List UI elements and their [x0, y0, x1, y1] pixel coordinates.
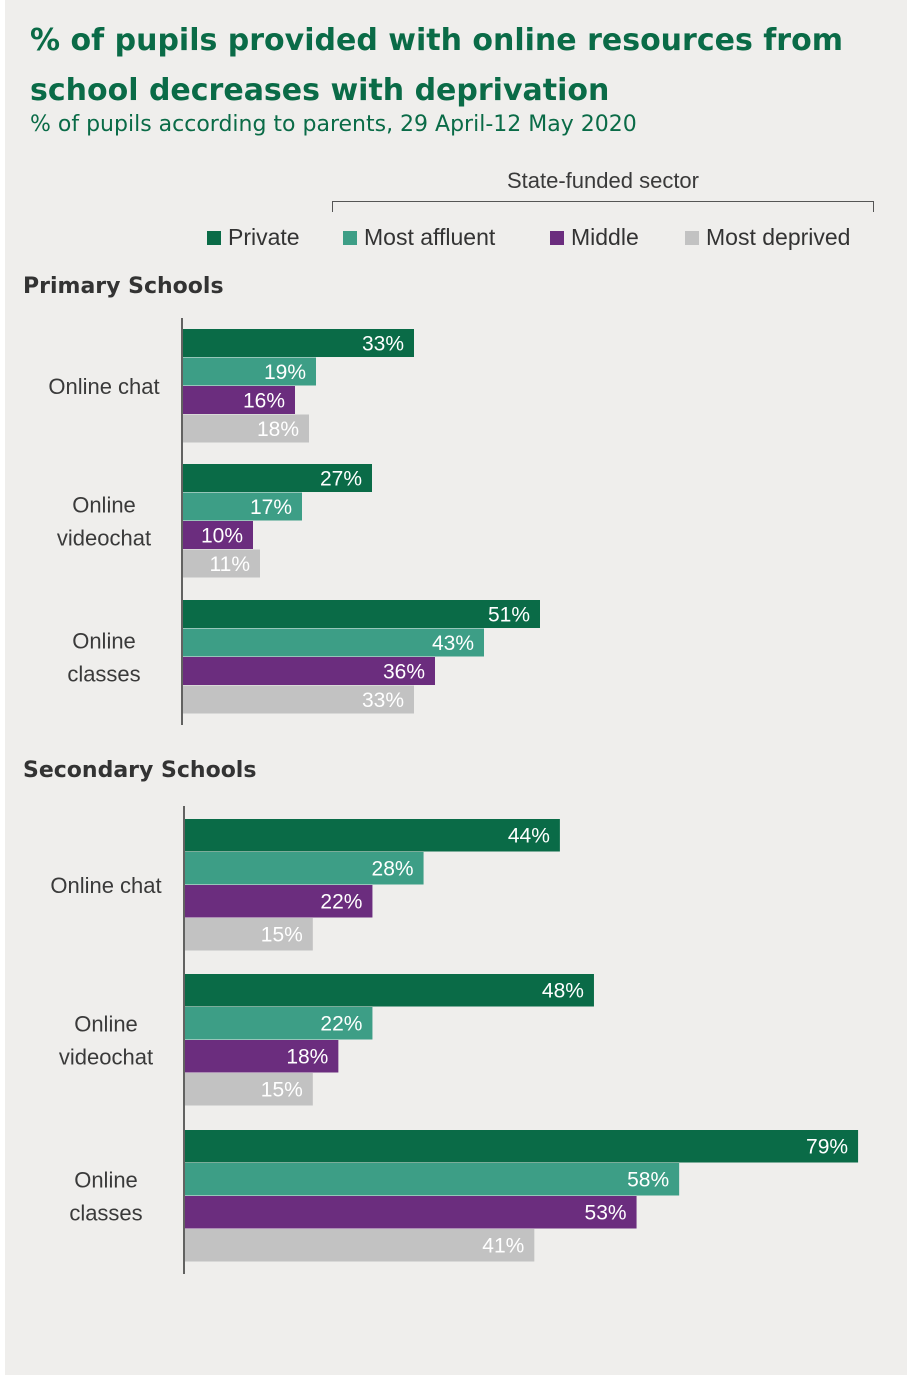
primary-bar-online-classes-middle — [183, 657, 435, 685]
secondary-bar-online-chat-middle — [185, 885, 373, 918]
primary-bar-online-classes-most-affluent — [183, 628, 484, 657]
secondary-bar-online-chat-private — [185, 819, 560, 852]
secondary-bar-online-videochat-middle — [185, 1040, 339, 1073]
secondary-bar-online-classes-middle — [185, 1196, 637, 1229]
primary-value-label-online-videochat-most-affluent: 17% — [250, 496, 292, 519]
secondary-bar-online-chat-most-deprived — [185, 918, 313, 951]
primary-value-label-online-chat-most-affluent: 19% — [264, 361, 306, 384]
primary-bar-online-videochat-most-deprived — [183, 549, 260, 578]
secondary-value-label-online-classes-middle: 53% — [585, 1202, 627, 1225]
primary-bar-online-classes-most-deprived — [183, 685, 414, 714]
secondary-section-title: Secondary Schools — [23, 758, 257, 783]
primary-bar-online-videochat-middle — [183, 521, 253, 549]
primary-value-label-online-classes-private: 51% — [488, 603, 530, 626]
primary-value-label-online-videochat-most-deprived: 11% — [210, 553, 250, 576]
secondary-bar-online-classes-most-affluent — [185, 1163, 680, 1196]
primary-bar-online-classes-private — [183, 600, 540, 628]
primary-section-title: Primary Schools — [23, 274, 224, 299]
primary-value-label-online-videochat-middle: 10% — [201, 524, 243, 547]
legend-label-private: Private — [228, 224, 300, 250]
secondary-value-label-online-chat-middle: 22% — [320, 891, 362, 914]
legend-label-most-affluent: Most affluent — [364, 224, 496, 250]
secondary-category-label-online-videochat: Online videochat — [59, 1012, 153, 1070]
legend-item-most-deprived: Most deprived — [685, 224, 850, 251]
primary-bar-online-chat-most-deprived — [183, 414, 309, 443]
secondary-value-label-online-videochat-most-affluent: 22% — [320, 1013, 362, 1036]
secondary-value-label-online-chat-most-affluent: 28% — [372, 858, 414, 881]
secondary-bar-online-videochat-most-affluent — [185, 1007, 373, 1040]
primary-bar-online-chat-middle — [183, 386, 295, 414]
secondary-value-label-online-videochat-most-deprived: 15% — [261, 1079, 303, 1102]
primary-category-label-online-chat: Online chat — [48, 374, 159, 399]
group-label: State-funded sector — [506, 168, 699, 193]
legend: Private Most affluent Middle Most depriv… — [0, 224, 911, 254]
primary-value-label-online-videochat-private: 27% — [320, 467, 362, 490]
secondary-value-label-online-classes-most-affluent: 58% — [627, 1169, 669, 1192]
secondary-category-label-online-chat: Online chat — [50, 873, 161, 898]
legend-item-private: Private — [207, 224, 300, 251]
legend-label-most-deprived: Most deprived — [706, 224, 851, 250]
primary-value-label-online-chat-middle: 16% — [243, 389, 285, 412]
group-bracket — [332, 201, 874, 212]
legend-item-most-affluent: Most affluent — [343, 224, 495, 251]
secondary-bar-online-chat-most-affluent — [185, 852, 424, 885]
chart-title: % of pupils provided with online resourc… — [30, 23, 843, 108]
secondary-value-label-online-chat-private: 44% — [508, 825, 550, 848]
legend-swatch-most-affluent — [343, 230, 357, 245]
legend-item-middle: Middle — [550, 224, 639, 251]
primary-value-label-online-chat-most-deprived: 18% — [257, 418, 299, 441]
secondary-bar-online-classes-private — [185, 1130, 859, 1163]
secondary-value-label-online-classes-most-deprived: 41% — [482, 1235, 524, 1258]
secondary-value-label-online-videochat-middle: 18% — [286, 1046, 328, 1069]
primary-bar-online-chat-private — [183, 329, 414, 357]
primary-category-label-online-videochat: Online videochat — [57, 493, 151, 551]
primary-value-label-online-chat-private: 33% — [362, 332, 404, 355]
primary-value-label-online-classes-most-affluent: 43% — [432, 632, 474, 655]
secondary-bar-online-videochat-private — [185, 974, 594, 1007]
primary-value-label-online-classes-most-deprived: 33% — [362, 689, 404, 712]
primary-value-label-online-classes-middle: 36% — [383, 660, 425, 683]
primary-bar-online-videochat-private — [183, 464, 372, 492]
legend-swatch-middle — [550, 230, 564, 245]
primary-category-label-online-classes: Online classes — [67, 629, 140, 687]
secondary-value-label-online-videochat-private: 48% — [542, 980, 584, 1003]
secondary-bar-online-videochat-most-deprived — [185, 1073, 313, 1106]
secondary-category-label-online-classes: Online classes — [69, 1168, 142, 1226]
secondary-value-label-online-classes-private: 79% — [806, 1136, 848, 1159]
primary-bar-online-chat-most-affluent — [183, 357, 316, 386]
legend-label-middle: Middle — [571, 224, 639, 250]
primary-bar-online-videochat-most-affluent — [183, 492, 302, 521]
legend-swatch-private — [207, 230, 221, 245]
chart-subtitle: % of pupils according to parents, 29 Apr… — [30, 112, 637, 137]
secondary-bar-online-classes-most-deprived — [185, 1229, 535, 1262]
secondary-value-label-online-chat-most-deprived: 15% — [261, 924, 303, 947]
legend-swatch-most-deprived — [685, 230, 699, 245]
